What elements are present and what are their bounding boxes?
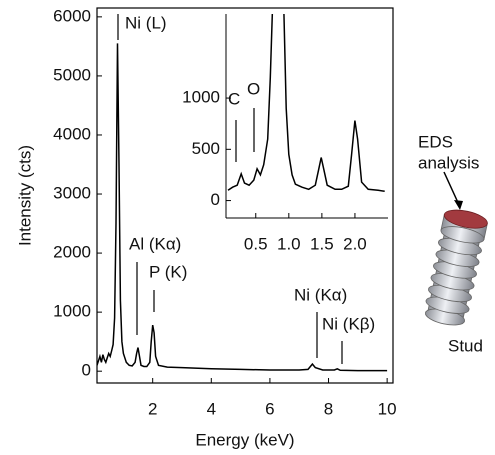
x-tick-label: 8 bbox=[324, 399, 333, 418]
x-tick-label: 2.0 bbox=[343, 234, 367, 253]
y-tick-label: 4000 bbox=[53, 124, 91, 143]
spectrum-line bbox=[97, 43, 388, 372]
peak-label: Ni (Kβ) bbox=[322, 314, 375, 333]
y-tick-label: 2000 bbox=[53, 243, 91, 262]
y-tick-label: 0 bbox=[82, 361, 91, 380]
peak-label: Al (Kα) bbox=[129, 234, 181, 253]
y-axis-label: Intensity (cts) bbox=[15, 145, 34, 246]
x-tick-label: 4 bbox=[207, 399, 216, 418]
y-tick-label: 500 bbox=[192, 139, 220, 158]
callout-label: analysis bbox=[418, 153, 479, 172]
peak-label: C bbox=[228, 89, 240, 108]
stud-caption: Stud bbox=[448, 336, 483, 355]
peak-label: Ni (Kα) bbox=[294, 285, 347, 304]
peak-label: Ni (L) bbox=[125, 13, 167, 32]
x-tick-label: 10 bbox=[378, 399, 397, 418]
x-axis-label: Energy (keV) bbox=[195, 430, 294, 449]
y-tick-label: 1000 bbox=[53, 302, 91, 321]
plot-frame bbox=[96, 7, 394, 384]
y-tick-label: 1000 bbox=[182, 88, 220, 107]
x-tick-label: 6 bbox=[265, 399, 274, 418]
spectrum-line bbox=[227, 14, 385, 193]
y-tick-label: 5000 bbox=[53, 65, 91, 84]
x-tick-label: 1.0 bbox=[277, 234, 301, 253]
x-tick-label: 1.5 bbox=[310, 234, 334, 253]
y-tick-label: 6000 bbox=[53, 6, 91, 25]
y-tick-label: 3000 bbox=[53, 184, 91, 203]
x-tick-label: 2 bbox=[148, 399, 157, 418]
y-tick-label: 0 bbox=[211, 190, 220, 209]
callout-label: EDS bbox=[418, 132, 453, 151]
peak-label: P (K) bbox=[149, 262, 187, 281]
x-tick-label: 0.5 bbox=[244, 234, 268, 253]
stud-illustration bbox=[425, 171, 488, 326]
peak-label: O bbox=[247, 79, 260, 98]
